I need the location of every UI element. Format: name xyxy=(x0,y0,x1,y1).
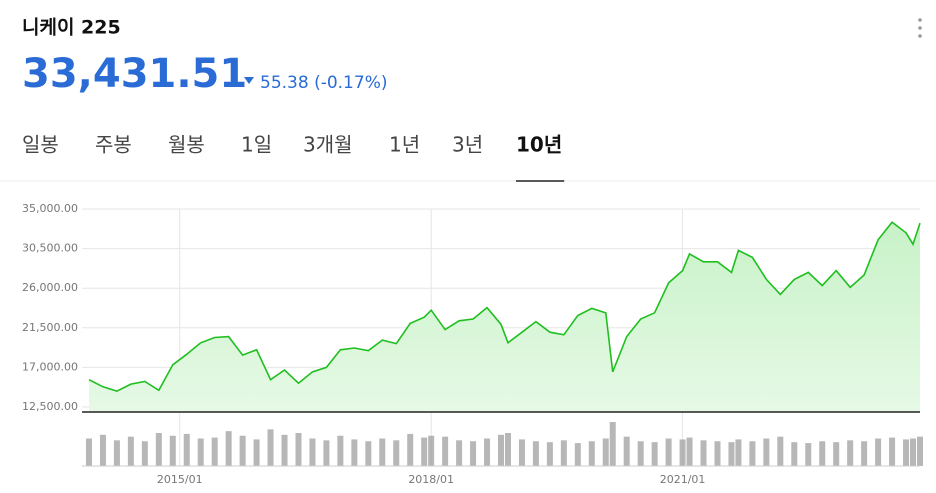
tab[interactable]: 3년 xyxy=(452,133,483,157)
volume-bar xyxy=(602,438,609,466)
y-tick-label: 26,000.00 xyxy=(22,281,78,294)
y-tick-label: 21,500.00 xyxy=(22,321,78,334)
volume-bar xyxy=(728,442,735,466)
change: 55.38 (-0.17%) xyxy=(260,73,387,93)
tab[interactable]: 1년 xyxy=(389,133,420,157)
volume-bar xyxy=(889,437,896,466)
menu[interactable] xyxy=(918,18,922,38)
volume-bar xyxy=(637,441,644,466)
volume-bar xyxy=(700,440,707,466)
volume-bar xyxy=(763,438,770,466)
volume-bar xyxy=(574,443,581,466)
volume-bar xyxy=(623,436,630,466)
volume-bar xyxy=(518,439,525,466)
tab[interactable]: 3개월 xyxy=(303,133,353,157)
volume-bar xyxy=(903,439,910,466)
change-arrow xyxy=(244,77,254,84)
volume-bar xyxy=(910,438,917,466)
volume-bar xyxy=(113,440,120,466)
volume-bar xyxy=(665,438,672,466)
tab[interactable]: 월봉 xyxy=(168,133,205,157)
volume-bar xyxy=(805,443,812,466)
volume-bar xyxy=(560,440,567,466)
volume-bar xyxy=(365,441,372,466)
volume-bar xyxy=(351,439,358,466)
volume-bar xyxy=(393,440,400,466)
volume-bar xyxy=(847,440,854,466)
volume-bar xyxy=(183,433,190,466)
volume-bar xyxy=(141,441,148,466)
volume-bar xyxy=(484,438,491,466)
x-tick-label: 2018/01 xyxy=(408,473,454,486)
volume-bar xyxy=(546,442,553,466)
x-tick-label: 2021/01 xyxy=(660,473,706,486)
volume-bar xyxy=(833,442,840,466)
volume-bar xyxy=(470,441,477,466)
volume-bar xyxy=(588,441,595,466)
volume-bar xyxy=(337,435,344,466)
volume-bar xyxy=(875,438,882,466)
volume-bar xyxy=(651,442,658,466)
volume-bar xyxy=(609,422,616,466)
volume-bar xyxy=(281,434,288,466)
volume-bar xyxy=(225,431,232,466)
tab[interactable]: 주봉 xyxy=(95,133,132,157)
volume-bar xyxy=(686,437,693,466)
volume-bar xyxy=(323,440,330,466)
volume-bar xyxy=(211,437,218,466)
volume-bar xyxy=(99,434,106,466)
dot xyxy=(918,18,922,22)
price-line xyxy=(88,221,921,393)
volume-bar xyxy=(714,441,721,466)
volume-bar xyxy=(498,434,504,466)
dot xyxy=(918,34,922,38)
y-tick-label: 35,000.00 xyxy=(22,202,78,215)
volume-bar xyxy=(309,438,316,466)
volume-bar xyxy=(169,435,176,466)
y-tick-label: 17,000.00 xyxy=(22,360,78,373)
volume-bar xyxy=(127,436,134,466)
y-tick-label: 30,500.00 xyxy=(22,242,78,255)
x-tick-label: 2015/01 xyxy=(157,473,203,486)
tab[interactable]: 일봉 xyxy=(22,133,59,157)
volume-bar xyxy=(239,435,246,466)
volume-bar xyxy=(532,441,539,466)
volume-bar xyxy=(267,429,274,466)
volume-bar xyxy=(442,436,449,466)
dot xyxy=(918,26,922,30)
volume-bar xyxy=(735,439,742,466)
volume-bar xyxy=(421,437,428,466)
volume-bar xyxy=(253,439,260,466)
tab[interactable]: 1일 xyxy=(241,133,272,157)
volume-bar xyxy=(749,441,756,466)
volume-bar xyxy=(679,439,686,466)
volume-bar xyxy=(197,438,204,466)
tab[interactable]: 10년 xyxy=(516,133,562,157)
volume-bar xyxy=(791,442,798,466)
volume-bar xyxy=(861,441,868,466)
volume-bar xyxy=(379,438,386,466)
volume-bar xyxy=(155,433,162,466)
price: 33,431.51 xyxy=(22,51,247,97)
area xyxy=(88,222,920,412)
volume-bar xyxy=(456,440,463,466)
volume-bar xyxy=(295,433,302,466)
volume-bar xyxy=(777,436,784,466)
volume-bar xyxy=(85,438,92,466)
volume-bar xyxy=(917,436,923,466)
volume-bar xyxy=(428,435,435,466)
volume-bar xyxy=(504,433,511,466)
volume-bar xyxy=(819,441,826,466)
volume-bar xyxy=(407,433,414,466)
y-tick-label: 12,500.00 xyxy=(22,400,78,413)
title: 니케이 225 xyxy=(22,17,121,39)
